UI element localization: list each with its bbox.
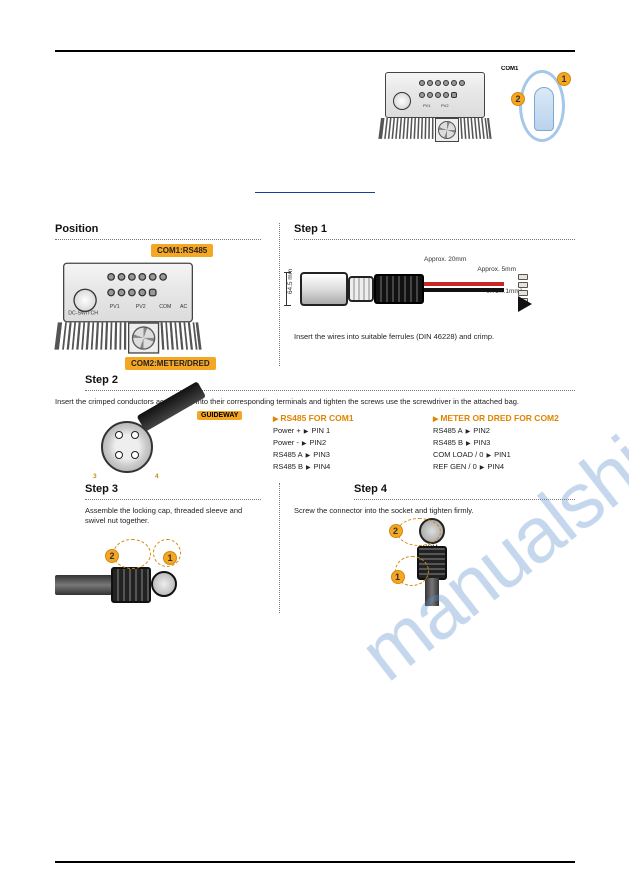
ref-link-row <box>55 192 575 193</box>
top-diagram: PV1 PV2 COM1 1 2 <box>55 70 575 142</box>
callout-oval: COM1 1 2 <box>519 70 565 142</box>
position-panel: Position COM1:RS485 DC-SWITCH PV1 PV2 CO… <box>55 223 261 366</box>
step2-heading: Step 2 <box>85 374 575 386</box>
device-top: PV1 PV2 <box>385 70 505 140</box>
pins-left-title: RS485 FOR COM1 <box>273 413 415 423</box>
top-rule <box>55 50 575 52</box>
step3-plug: 2 1 <box>55 533 195 613</box>
pin-row: Power +▶PIN 1 <box>273 425 415 437</box>
pv2-label: PV2 <box>441 103 449 108</box>
bottom-rule <box>55 861 575 863</box>
dim-64: 64.5 mm <box>287 269 294 294</box>
step2-caption: Insert the crimped conductors accordingl… <box>55 397 575 407</box>
guideway-label: GUIDEWAY <box>197 411 242 420</box>
step4-caption: Screw the connector into the socket and … <box>294 506 575 516</box>
step4-heading: Step 4 <box>354 483 575 495</box>
step2-connector: GUIDEWAY 3 4 <box>55 413 255 475</box>
step3-heading: Step 3 <box>85 483 261 495</box>
pins-com1: RS485 FOR COM1 Power +▶PIN 1Power -▶PIN2… <box>273 413 415 473</box>
dim-5: Approx. 5mm <box>477 266 516 273</box>
pin-row: Power -▶PIN2 <box>273 437 415 449</box>
step2-panel: Step 2 Insert the crimped conductors acc… <box>55 374 575 475</box>
callout-num-2: 2 <box>511 92 525 106</box>
step4-n2: 2 <box>389 524 403 538</box>
step3-caption: Assemble the locking cap, threaded sleev… <box>55 506 261 526</box>
pins-right-title: METER OR DRED FOR COM2 <box>433 413 575 423</box>
row-step34: Step 3 Assemble the locking cap, threade… <box>55 483 575 614</box>
pin-row: RS485 A▶PIN2 <box>433 425 575 437</box>
step4-panel: Step 4 Screw the connector into the sock… <box>279 483 575 614</box>
tag-com1: COM1:RS485 <box>151 244 213 257</box>
tag-com2: COM2:METER/DRED <box>125 357 216 370</box>
pin-row: COM LOAD / 0▶PIN1 <box>433 449 575 461</box>
pin-row: RS485 B▶PIN4 <box>273 461 415 473</box>
row-pos-step1: Position COM1:RS485 DC-SWITCH PV1 PV2 CO… <box>55 223 575 366</box>
step3-panel: Step 3 Assemble the locking cap, threade… <box>55 483 261 614</box>
step1-heading: Step 1 <box>294 223 575 235</box>
position-heading: Position <box>55 223 261 235</box>
pin-row: RS485 A▶PIN3 <box>273 449 415 461</box>
dim-20: Approx. 20mm <box>424 256 466 263</box>
connector-step1: 64.5 mm Approx. 20mm Approx. 5mm 0.75…1m… <box>294 246 514 326</box>
pin-row: RS485 B▶PIN3 <box>433 437 575 449</box>
page-content: PV1 PV2 COM1 1 2 Position COM1:RS485 <box>55 50 575 840</box>
pins-com2: METER OR DRED FOR COM2 RS485 A▶PIN2RS485… <box>433 413 575 473</box>
step1-panel: Step 1 64.5 mm Approx. 20mm Approx. 5mm … <box>279 223 575 366</box>
step1-caption: Insert the wires into suitable ferrules … <box>294 332 575 342</box>
step4-n1: 1 <box>391 570 405 584</box>
pv1-label: PV1 <box>423 103 431 108</box>
com1-label: COM1 <box>501 66 518 72</box>
arrow-icon <box>518 296 532 312</box>
callout-num-1: 1 <box>557 72 571 86</box>
step4-plug: COM 2 1 <box>375 516 495 606</box>
pin-row: REF GEN / 0▶PIN4 <box>433 461 575 473</box>
